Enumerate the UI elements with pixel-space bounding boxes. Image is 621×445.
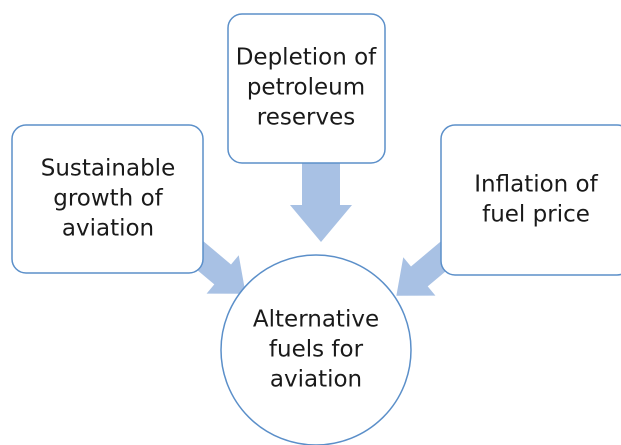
node-label: growth of <box>53 186 163 212</box>
node-label: petroleum <box>247 75 365 101</box>
node-box <box>227 13 386 164</box>
node-label: aviation <box>270 367 362 393</box>
node-label: Inflation of <box>474 172 598 198</box>
node-label: Alternative <box>253 307 379 333</box>
arrow-down <box>290 163 352 242</box>
node-circle <box>220 254 412 445</box>
node-label: aviation <box>62 216 154 242</box>
node-label: reserves <box>257 105 355 131</box>
node-box <box>440 124 621 276</box>
node-label: Sustainable <box>41 156 175 182</box>
node-label: fuels for <box>269 337 364 363</box>
node-box <box>11 124 204 274</box>
node-label: fuel price <box>482 202 590 228</box>
node-label: Depletion of <box>236 45 377 71</box>
